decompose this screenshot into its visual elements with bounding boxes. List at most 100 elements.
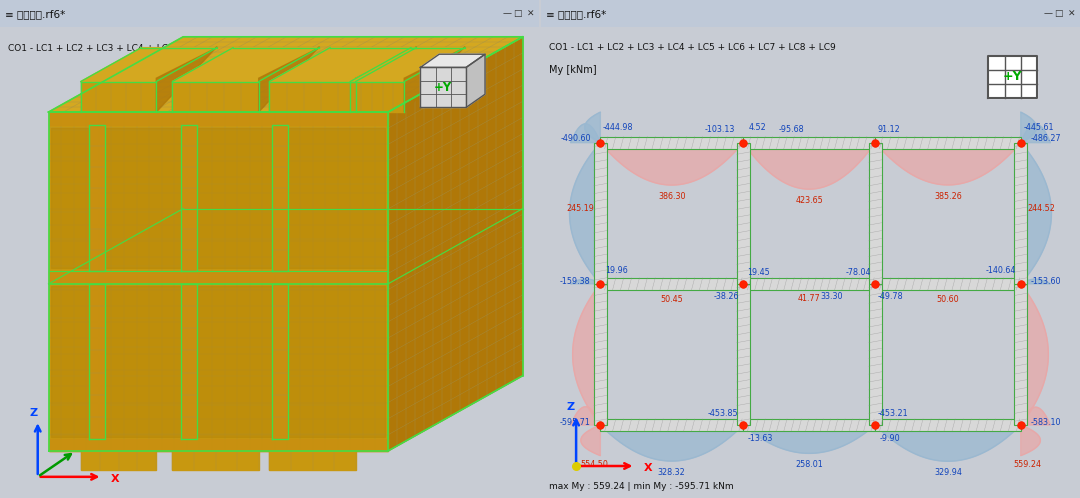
Text: -78.04: -78.04 (846, 268, 870, 277)
Bar (743, 136, 875, 149)
Polygon shape (743, 143, 875, 189)
Text: -153.60: -153.60 (1030, 277, 1061, 286)
Text: Y: Y (78, 441, 86, 451)
Polygon shape (49, 112, 388, 451)
Polygon shape (350, 48, 464, 82)
Text: 33.30: 33.30 (820, 292, 842, 301)
Polygon shape (288, 286, 386, 437)
Bar (594, 143, 607, 284)
Text: 554.50: 554.50 (580, 460, 608, 469)
Text: -38.26: -38.26 (714, 292, 739, 301)
Text: 258.01: 258.01 (795, 461, 823, 470)
Polygon shape (875, 143, 878, 284)
Text: CO1 - LC1 + LC2 + LC3 + LC4 + LC5 + LC6 + LC7 + LC8 + LC9: CO1 - LC1 + LC2 + LC3 + LC4 + LC5 + LC6 … (549, 43, 836, 52)
Polygon shape (572, 284, 600, 425)
Text: -453.85: -453.85 (707, 409, 738, 418)
Text: -595.71: -595.71 (559, 418, 591, 427)
Polygon shape (420, 54, 485, 67)
Text: 329.94: 329.94 (934, 468, 962, 478)
Text: 244.52: 244.52 (1027, 204, 1055, 213)
Polygon shape (1021, 407, 1051, 425)
Bar (743, 278, 875, 290)
Text: -490.60: -490.60 (561, 134, 591, 143)
Polygon shape (404, 47, 464, 112)
Polygon shape (270, 82, 355, 112)
Polygon shape (875, 143, 1021, 185)
Bar (875, 136, 1021, 149)
Text: -95.68: -95.68 (779, 125, 804, 134)
Text: -49.78: -49.78 (878, 292, 904, 301)
Polygon shape (467, 54, 485, 108)
Text: 50.45: 50.45 (660, 295, 684, 304)
Polygon shape (89, 284, 105, 439)
Polygon shape (173, 451, 259, 470)
Text: Z: Z (566, 402, 575, 412)
Text: 386.30: 386.30 (658, 192, 686, 201)
Polygon shape (1021, 425, 1040, 456)
Polygon shape (51, 286, 89, 437)
Text: -159.38: -159.38 (561, 277, 591, 286)
Text: 4.52: 4.52 (748, 124, 767, 132)
Polygon shape (49, 112, 388, 125)
Polygon shape (272, 284, 288, 439)
Polygon shape (272, 125, 288, 271)
Polygon shape (355, 47, 416, 112)
Polygon shape (259, 47, 320, 112)
Polygon shape (180, 125, 197, 271)
Text: 385.26: 385.26 (934, 192, 962, 201)
Polygon shape (1021, 284, 1049, 425)
Polygon shape (570, 124, 600, 143)
Text: CO1 - LC1 + LC2 + LC3 + LC4 + LC5 + LC6 + LC7 + LC8 + LC9: CO1 - LC1 + LC2 + LC3 + LC4 + LC5 + LC6 … (8, 44, 295, 53)
Polygon shape (49, 37, 523, 112)
Polygon shape (350, 82, 404, 112)
Polygon shape (81, 48, 217, 82)
Bar (1014, 284, 1027, 425)
Polygon shape (270, 48, 416, 82)
Polygon shape (49, 271, 388, 284)
Bar (600, 136, 743, 149)
Bar (594, 284, 607, 425)
Polygon shape (197, 127, 272, 268)
Text: -9.90: -9.90 (879, 434, 900, 443)
Text: -486.27: -486.27 (1030, 134, 1061, 143)
Text: -444.98: -444.98 (603, 124, 634, 132)
Bar (1014, 143, 1027, 284)
Bar (868, 143, 881, 284)
Polygon shape (875, 284, 1021, 289)
Bar (737, 284, 750, 425)
Polygon shape (180, 284, 197, 439)
Text: ≡ 实体模型.rf6*: ≡ 实体模型.rf6* (5, 8, 66, 19)
Polygon shape (569, 143, 600, 284)
Text: -445.61: -445.61 (1024, 124, 1054, 132)
Polygon shape (81, 451, 157, 470)
Bar (600, 278, 743, 290)
Text: +Y: +Y (434, 81, 453, 94)
Text: 41.77: 41.77 (798, 294, 821, 303)
Polygon shape (584, 112, 600, 143)
Polygon shape (51, 127, 89, 268)
Text: My [kNm]: My [kNm] (549, 65, 597, 75)
Polygon shape (420, 67, 467, 108)
Text: max My : 559.24 | min My : -595.71 kNm: max My : 559.24 | min My : -595.71 kNm (549, 482, 733, 491)
Polygon shape (988, 56, 1037, 98)
Polygon shape (875, 284, 877, 425)
Text: 91.12: 91.12 (878, 125, 901, 134)
Text: —: — (502, 9, 511, 18)
Polygon shape (105, 286, 180, 437)
Text: □: □ (1054, 9, 1063, 18)
Text: -453.21: -453.21 (878, 409, 908, 418)
Polygon shape (173, 82, 259, 112)
Polygon shape (743, 143, 745, 284)
Polygon shape (570, 407, 600, 425)
Polygon shape (600, 425, 743, 461)
Polygon shape (288, 127, 386, 268)
Polygon shape (600, 143, 743, 185)
Polygon shape (1021, 279, 1051, 284)
Text: ✕: ✕ (527, 9, 535, 18)
Polygon shape (581, 425, 600, 456)
Text: 423.65: 423.65 (795, 196, 823, 205)
Bar (737, 143, 750, 284)
Bar (875, 419, 1021, 431)
Text: X: X (644, 463, 652, 474)
Polygon shape (1021, 124, 1051, 143)
